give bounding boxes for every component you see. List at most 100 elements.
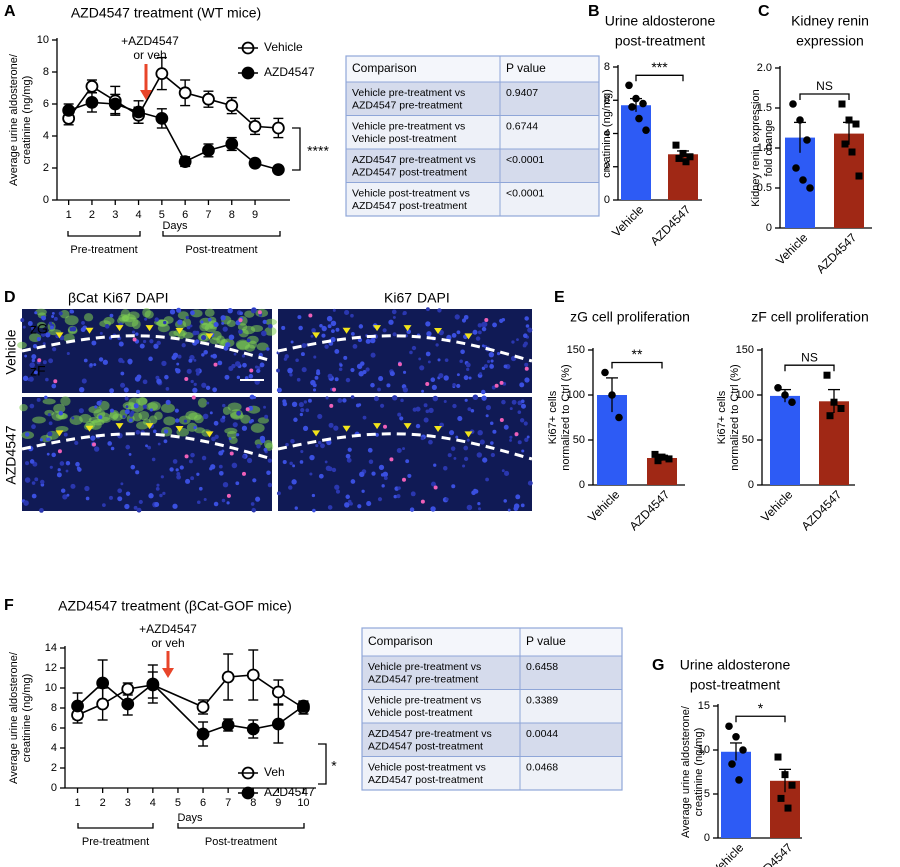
nucleus	[402, 312, 406, 316]
beta-catenin-cell	[222, 406, 231, 415]
nucleus	[22, 375, 29, 381]
nucleus	[310, 334, 314, 338]
stain-label: Ki67	[384, 290, 412, 306]
ki67-cell	[329, 403, 334, 408]
nucleus	[396, 494, 401, 499]
nucleus	[342, 398, 347, 403]
nucleus	[511, 340, 515, 344]
nucleus	[186, 368, 192, 374]
nucleus	[62, 494, 68, 500]
nucleus	[160, 475, 164, 479]
nucleus	[449, 430, 455, 436]
nucleus	[397, 486, 401, 490]
nucleus	[460, 349, 465, 355]
nucleus	[472, 394, 479, 400]
nucleus	[426, 331, 432, 337]
legend-label: AZD4547	[264, 785, 315, 799]
chart-title: zG cell proliferation	[570, 309, 690, 325]
data-point	[651, 450, 659, 458]
nucleus	[380, 403, 385, 408]
nucleus	[389, 371, 395, 377]
p-value: 0.6458	[526, 661, 558, 673]
nucleus	[302, 425, 309, 431]
nucleus	[463, 456, 469, 462]
nucleus	[221, 321, 225, 325]
nucleus	[358, 324, 364, 329]
nucleus	[479, 372, 482, 376]
ki67-cell	[402, 477, 407, 482]
beta-catenin-cell	[44, 409, 55, 416]
nucleus	[120, 371, 125, 376]
nucleus	[266, 470, 271, 475]
table-row-bg	[346, 182, 599, 216]
arrowhead	[342, 425, 351, 432]
nucleus	[309, 454, 315, 461]
data-point	[96, 676, 110, 690]
nucleus	[241, 354, 246, 358]
nucleus	[80, 327, 86, 333]
y-tick-label: 10	[45, 682, 57, 694]
nucleus	[52, 347, 57, 352]
nucleus	[42, 342, 46, 346]
nucleus	[481, 395, 487, 401]
y-tick-label: 100	[736, 389, 754, 401]
y-tick-label: 0	[704, 832, 710, 844]
nucleus	[451, 484, 456, 489]
nucleus	[477, 330, 482, 335]
nucleus	[232, 422, 238, 428]
data-point	[855, 172, 863, 180]
nucleus	[481, 344, 485, 348]
y-tick-label: 10	[698, 744, 710, 756]
table-header-bg	[346, 56, 599, 82]
y-tick-label: 2	[604, 161, 610, 173]
nucleus	[526, 435, 530, 439]
data-point	[665, 455, 673, 463]
nucleus	[527, 480, 533, 486]
nucleus	[124, 409, 130, 415]
data-point	[71, 699, 84, 713]
nucleus	[293, 417, 298, 423]
nucleus	[30, 326, 35, 331]
nucleus	[104, 324, 110, 329]
nucleus	[523, 421, 528, 426]
nucleus	[524, 378, 529, 382]
data-point	[271, 717, 285, 731]
nucleus	[41, 315, 44, 319]
arrowhead	[312, 332, 321, 339]
y-tick-label: 0	[748, 479, 754, 491]
x-tick-label: 4	[150, 797, 156, 809]
nucleus	[221, 498, 226, 503]
nucleus	[246, 338, 251, 343]
comparison-text: AZD4547 pre-treatment	[352, 99, 462, 111]
bar	[770, 395, 800, 485]
nucleus	[233, 352, 237, 356]
ki67-cell	[245, 407, 250, 412]
y-tick-label: 150	[567, 344, 585, 356]
table-header: P value	[526, 634, 566, 648]
nucleus	[296, 377, 301, 382]
x-tick-label: 9	[275, 797, 281, 809]
beta-catenin-cell	[256, 342, 269, 351]
data-point	[225, 99, 239, 112]
p-value: <0.0001	[506, 187, 544, 199]
nucleus	[428, 439, 433, 445]
nucleus	[78, 387, 85, 393]
y-axis-label: normalized to Ctrl (%)	[729, 364, 741, 470]
nucleus	[432, 395, 439, 402]
beta-catenin-cell	[160, 403, 175, 413]
comparison-text: AZD4547 pre-treatment vs	[352, 154, 476, 166]
nucleus	[47, 413, 51, 417]
arrowhead	[85, 327, 94, 334]
nucleus	[93, 446, 100, 452]
nucleus	[350, 332, 355, 336]
nucleus	[242, 454, 246, 459]
beta-catenin-cell	[69, 415, 83, 426]
nucleus	[39, 508, 44, 513]
nucleus	[221, 415, 226, 419]
nucleus	[91, 340, 97, 346]
data-point	[615, 413, 623, 422]
nucleus	[224, 374, 230, 380]
nucleus	[311, 328, 316, 333]
ki67-cell	[249, 368, 254, 373]
chart-title: Kidney renin	[791, 13, 869, 29]
